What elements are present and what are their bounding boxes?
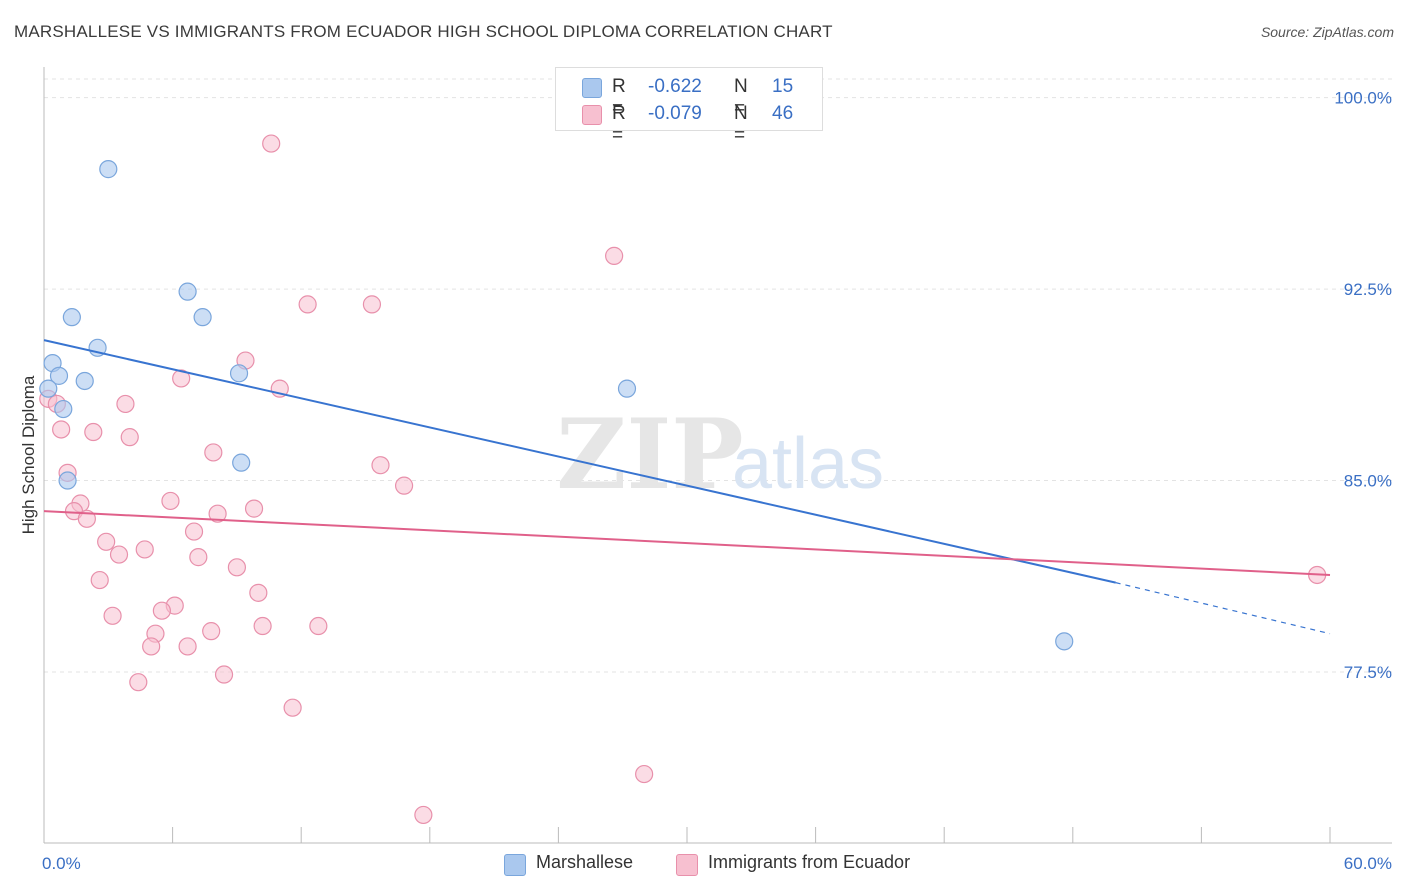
legend-label: Immigrants from Ecuador [708, 852, 911, 872]
data-point-marshallese[interactable] [99, 160, 118, 179]
legend-swatch-marshallese [504, 854, 526, 876]
r-label: R = [612, 103, 626, 146]
x-tick-label: 60.0% [1344, 854, 1392, 873]
data-point-marshallese[interactable] [39, 379, 58, 398]
data-point-marshallese[interactable] [178, 282, 197, 301]
y-tick-label: 100.0% [1334, 89, 1392, 108]
data-point-ecuador[interactable] [309, 616, 328, 636]
data-point-marshallese[interactable] [75, 371, 94, 391]
data-point-ecuador[interactable] [84, 422, 103, 442]
watermark-atlas: atlas [732, 424, 884, 504]
y-axis-label: High School Diploma [19, 375, 38, 534]
data-point-marshallese[interactable] [229, 364, 249, 383]
data-point-ecuador[interactable] [208, 504, 227, 523]
points-marshallese [39, 160, 1074, 651]
data-point-ecuador[interactable] [189, 548, 208, 567]
data-point-ecuador[interactable] [184, 522, 204, 541]
legend-swatch-ecuador [676, 854, 698, 876]
r-value: -0.079 [648, 103, 702, 124]
data-point-ecuador[interactable] [77, 509, 96, 528]
trend-line-marshallese-extension [1115, 582, 1331, 635]
data-point-ecuador[interactable] [142, 637, 161, 656]
data-point-ecuador[interactable] [152, 601, 171, 620]
data-point-ecuador[interactable] [635, 764, 654, 784]
data-point-ecuador[interactable] [244, 499, 264, 518]
data-point-marshallese[interactable] [1055, 632, 1074, 651]
y-tick-label: 77.5% [1344, 663, 1392, 682]
trend-lines [43, 339, 1331, 635]
legend-label: Marshallese [536, 852, 634, 872]
data-point-marshallese[interactable] [62, 308, 81, 327]
n-label: N = [734, 76, 748, 119]
x-tick-label: 0.0% [42, 854, 81, 873]
data-point-ecuador[interactable] [120, 428, 139, 447]
data-point-ecuador[interactable] [214, 665, 234, 684]
y-tick-label: 92.5% [1344, 280, 1392, 299]
data-point-marshallese[interactable] [54, 399, 73, 419]
legend-swatch-marshallese [582, 78, 602, 98]
tick-labels: 77.5% 85.0% 92.5% 100.0% 0.0% 60.0% [42, 89, 1392, 873]
data-point-ecuador[interactable] [129, 673, 148, 692]
points-immigrants-from-ecuador [39, 134, 1327, 825]
data-point-marshallese[interactable] [232, 453, 251, 472]
n-label: N = [734, 103, 748, 146]
data-point-ecuador[interactable] [97, 532, 116, 551]
data-point-ecuador[interactable] [103, 606, 122, 625]
legend-swatch-ecuador [582, 105, 602, 125]
data-point-ecuador[interactable] [204, 443, 223, 462]
data-point-ecuador[interactable] [249, 583, 268, 602]
r-value: -0.622 [648, 76, 702, 97]
n-value: 46 [772, 103, 794, 124]
data-point-ecuador[interactable] [371, 456, 390, 475]
data-point-ecuador[interactable] [178, 637, 197, 656]
r-label: R = [612, 76, 626, 119]
data-point-marshallese[interactable] [58, 471, 77, 490]
data-point-ecuador[interactable] [135, 540, 154, 559]
data-point-ecuador[interactable] [253, 616, 272, 636]
data-point-ecuador[interactable] [172, 369, 191, 388]
data-point-ecuador[interactable] [52, 420, 71, 439]
trend-line-marshallese [43, 339, 1116, 584]
data-point-ecuador[interactable] [362, 295, 382, 314]
data-point-ecuador[interactable] [262, 134, 281, 153]
correlation-legend: R = -0.622 N = 15 R = -0.079 N = 46 [555, 67, 823, 146]
chart-title: MARSHALLESE VS IMMIGRANTS FROM ECUADOR H… [14, 22, 833, 41]
data-point-ecuador[interactable] [161, 491, 180, 511]
data-point-ecuador[interactable] [394, 476, 414, 495]
data-point-ecuador[interactable] [116, 394, 135, 414]
data-point-marshallese[interactable] [617, 379, 637, 398]
n-value: 15 [772, 76, 794, 97]
trend-line-ecuador [43, 510, 1331, 576]
axes [43, 67, 1392, 844]
data-point-ecuador[interactable] [227, 558, 246, 577]
y-tick-label: 85.0% [1344, 472, 1392, 491]
data-point-ecuador[interactable] [414, 805, 433, 825]
source-label: Source: ZipAtlas.com [1260, 24, 1394, 40]
data-point-ecuador[interactable] [90, 570, 109, 590]
watermark-zip: ZIP [556, 398, 743, 511]
data-point-ecuador[interactable] [109, 545, 129, 564]
data-point-marshallese[interactable] [49, 366, 69, 385]
data-point-ecuador[interactable] [298, 295, 317, 314]
data-point-ecuador[interactable] [605, 246, 624, 265]
data-point-marshallese[interactable] [193, 308, 212, 327]
data-point-ecuador[interactable] [283, 698, 302, 717]
data-point-ecuador[interactable] [202, 622, 221, 641]
